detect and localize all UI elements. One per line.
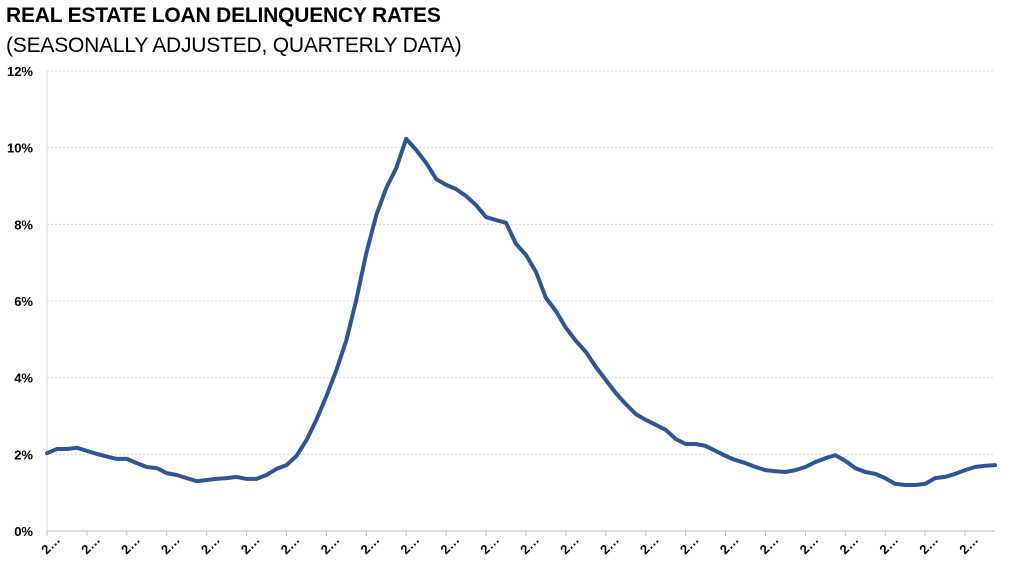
y-tick-label: 12% <box>7 64 33 79</box>
y-tick-label: 10% <box>7 141 33 156</box>
x-tick-label: 2… <box>517 532 542 557</box>
x-tick-label: 2… <box>318 532 343 557</box>
x-tick-label: 2… <box>198 532 223 557</box>
y-tick-label: 4% <box>14 371 33 386</box>
x-tick-label: 2… <box>876 532 901 557</box>
x-tick-label: 2… <box>158 532 183 557</box>
x-tick-label: 2… <box>437 532 462 557</box>
x-tick-label: 2… <box>637 532 662 557</box>
x-tick-label: 2… <box>597 532 622 557</box>
x-tick-label: 2… <box>38 532 63 557</box>
chart-subtitle: (SEASONALLY ADJUSTED, QUARTERLY DATA) <box>6 34 462 57</box>
x-tick-label: 2… <box>677 532 702 557</box>
x-tick-label: 2… <box>557 532 582 557</box>
x-tick-label: 2… <box>797 532 822 557</box>
x-tick-label: 2… <box>118 532 143 557</box>
x-tick-label: 2… <box>916 532 941 557</box>
y-tick-label: 0% <box>14 524 33 539</box>
x-tick-label: 2… <box>238 532 263 557</box>
y-tick-label: 2% <box>14 447 33 462</box>
x-tick-label: 2… <box>477 532 502 557</box>
chart-title: REAL ESTATE LOAN DELINQUENCY RATES <box>6 4 441 27</box>
x-tick-label: 2… <box>717 532 742 557</box>
y-tick-label: 6% <box>14 294 33 309</box>
x-tick-label: 2… <box>837 532 862 557</box>
x-tick-label: 2… <box>358 532 383 557</box>
x-tick-label: 2… <box>757 532 782 557</box>
x-tick-label: 2… <box>278 532 303 557</box>
delinquency-rate-line <box>45 136 997 487</box>
y-tick-label: 8% <box>14 217 33 232</box>
x-tick-label: 2… <box>956 532 981 557</box>
x-tick-label: 2… <box>78 532 103 557</box>
x-tick-label: 2… <box>397 532 422 557</box>
